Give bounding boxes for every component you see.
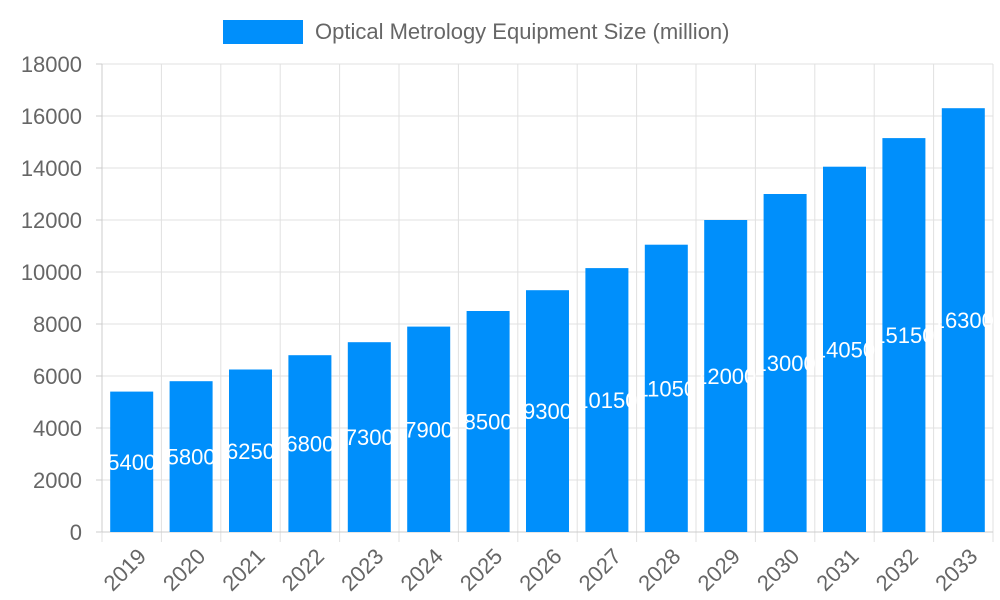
bar: [644, 244, 688, 532]
bar: [229, 369, 272, 532]
data-label: 12000: [695, 364, 756, 389]
y-tick-label: 2000: [33, 468, 82, 493]
data-label: 5400: [107, 450, 156, 475]
bar: [288, 355, 332, 532]
bar: [347, 342, 391, 532]
data-label: 6800: [285, 432, 334, 457]
y-tick-label: 14000: [21, 156, 82, 181]
bar: [823, 166, 866, 532]
y-tick-label: 8000: [33, 312, 82, 337]
bar: [110, 391, 154, 532]
x-tick-label: 2022: [277, 544, 329, 596]
x-tick-label: 2030: [752, 544, 804, 596]
data-label: 9300: [523, 399, 572, 424]
bar: [526, 290, 569, 532]
x-tick-label: 2023: [336, 544, 388, 596]
y-tick-label: 16000: [21, 104, 82, 129]
bar: [169, 381, 213, 532]
bar: [941, 108, 985, 532]
x-tick-label: 2032: [871, 544, 923, 596]
x-tick-label: 2026: [514, 544, 566, 596]
legend-swatch: [223, 20, 303, 44]
x-tick-label: 2027: [574, 544, 626, 596]
data-label: 15150: [873, 323, 934, 348]
y-tick-label: 0: [70, 520, 82, 545]
y-tick-label: 4000: [33, 416, 82, 441]
y-tick-label: 12000: [21, 208, 82, 233]
x-tick-label: 2019: [99, 544, 151, 596]
x-tick-label: 2020: [158, 544, 210, 596]
data-label: 7900: [404, 417, 453, 442]
x-tick-label: 2031: [811, 544, 863, 596]
bar: [407, 326, 451, 532]
data-label: 7300: [345, 425, 394, 450]
data-label: 11050: [637, 376, 697, 401]
x-tick-label: 2033: [930, 544, 982, 596]
bar: [704, 220, 748, 532]
x-tick-label: 2028: [633, 544, 685, 596]
bar: [585, 268, 629, 532]
data-label: 10150: [576, 388, 637, 413]
data-label: 8500: [464, 410, 513, 435]
x-tick-label: 2025: [455, 544, 507, 596]
legend-label: Optical Metrology Equipment Size (millio…: [315, 19, 730, 44]
bar: [882, 138, 926, 532]
x-tick-label: 2029: [693, 544, 745, 596]
x-tick-label: 2024: [396, 544, 448, 596]
data-label: 5800: [167, 445, 216, 470]
x-tick-label: 2021: [217, 544, 269, 596]
data-label: 6250: [226, 439, 275, 464]
y-tick-label: 18000: [21, 52, 82, 77]
data-label: 16300: [933, 308, 994, 333]
data-label: 14050: [814, 337, 875, 362]
bar: [763, 194, 807, 532]
data-label: 13000: [755, 351, 816, 376]
bar: [466, 311, 510, 532]
y-tick-label: 6000: [33, 364, 82, 389]
y-tick-label: 10000: [21, 260, 82, 285]
